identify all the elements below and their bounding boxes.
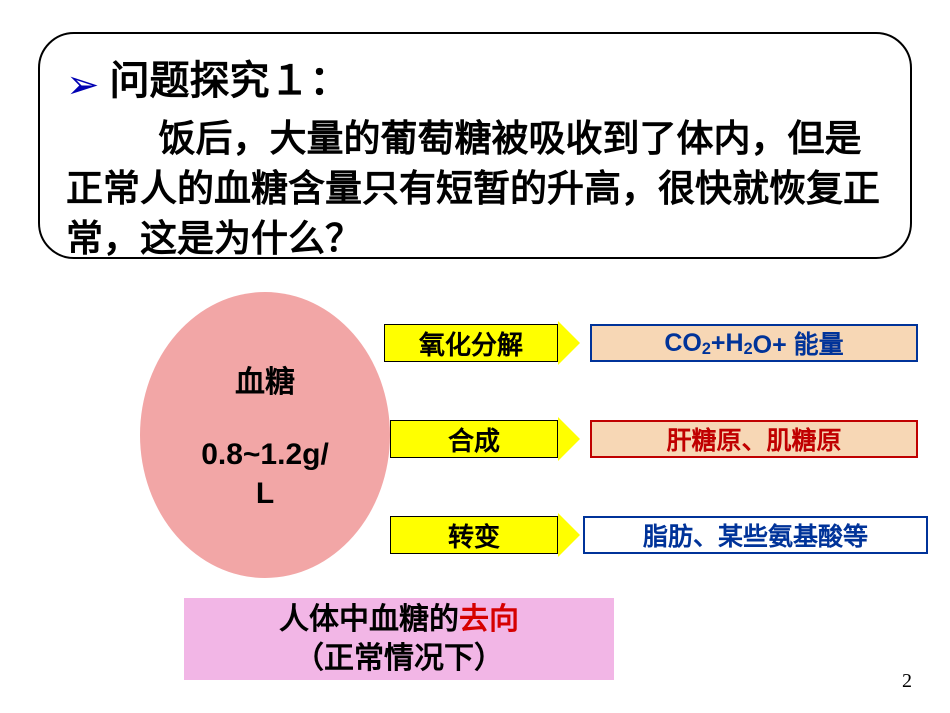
result-box-2: 脂肪、某些氨基酸等 (583, 516, 928, 554)
caption-line1-pre: 人体中血糖的 (279, 603, 459, 636)
ellipse-value: 0.8~1.2g/ L (201, 435, 329, 513)
caption-line1: 人体中血糖的去向 (279, 600, 519, 639)
result-box-0: CO2+H2O+ 能量 (590, 324, 918, 362)
ellipse-label: 血糖 (235, 357, 295, 401)
bullet-icon: ➢ (66, 65, 100, 105)
arrow-head-icon-2 (558, 513, 580, 557)
blood-sugar-ellipse: 血糖 0.8~1.2g/ L (140, 292, 390, 578)
arrow-head-icon-0 (558, 321, 580, 365)
arrow-label-1: 合成 (390, 420, 558, 458)
arrow-label-2: 转变 (390, 516, 558, 554)
question-body: 饭后，大量的葡萄糖被吸收到了体内，但是正常人的血糖含量只有短暂的升高，很快就恢复… (66, 114, 884, 264)
result-box-1: 肝糖原、肌糖原 (590, 420, 918, 458)
question-box: ➢ 问题探究１： 饭后，大量的葡萄糖被吸收到了体内，但是正常人的血糖含量只有短暂… (38, 32, 912, 259)
caption-highlight: 去向 (459, 603, 519, 636)
caption-box: 人体中血糖的去向 （正常情况下） (184, 598, 614, 680)
arrow-label-0: 氧化分解 (384, 324, 558, 362)
ellipse-value-line2: L (256, 477, 274, 510)
question-title: 问题探究１： (110, 48, 350, 106)
question-title-row: ➢ 问题探究１： (66, 48, 884, 106)
arrow-head-icon-1 (558, 417, 580, 461)
page-number: 2 (902, 670, 912, 693)
ellipse-value-line1: 0.8~1.2g/ (201, 438, 329, 471)
caption-line2: （正常情况下） (294, 639, 504, 678)
